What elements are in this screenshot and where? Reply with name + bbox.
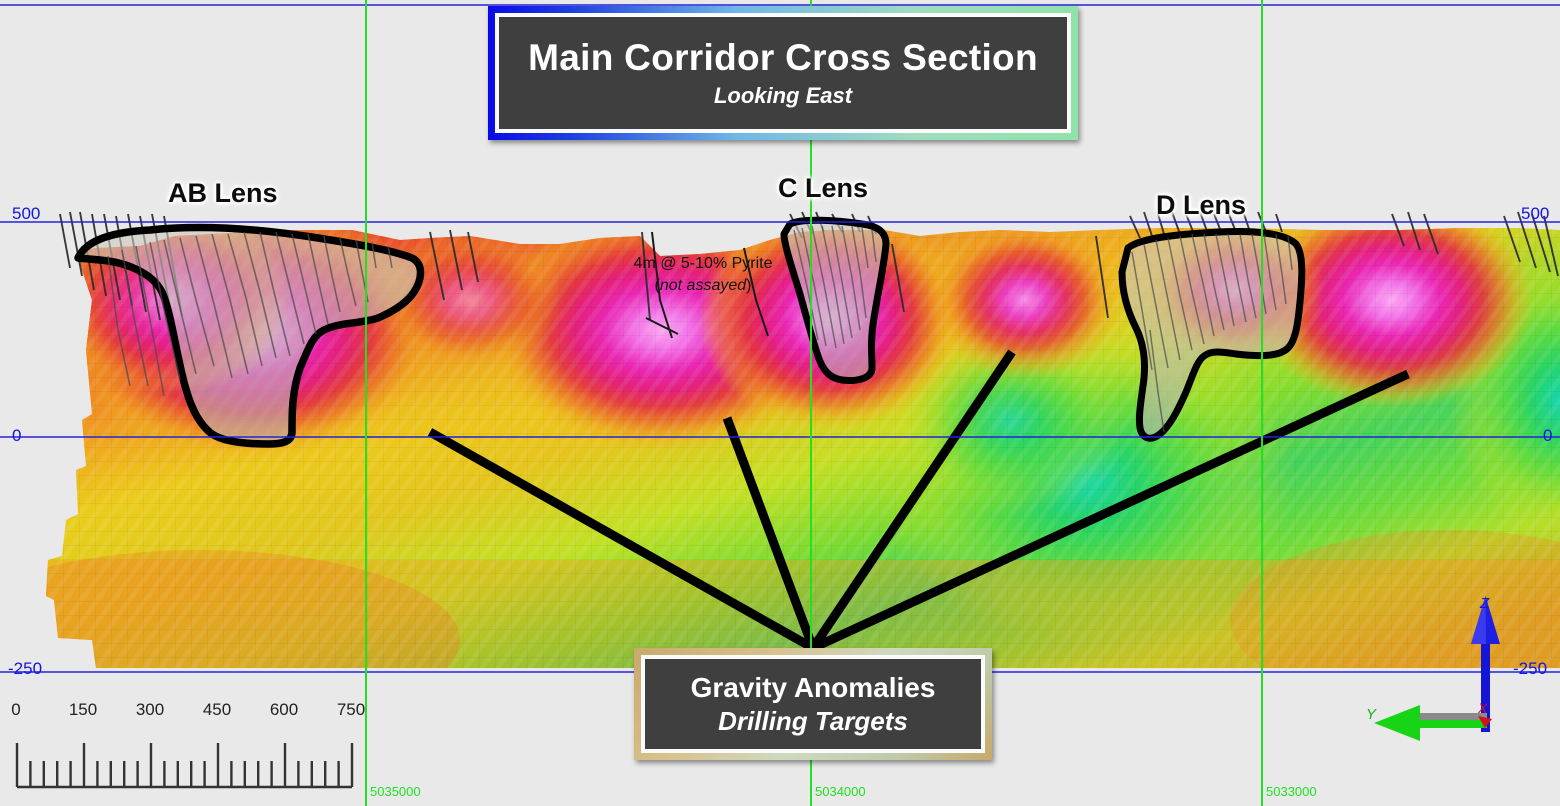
leader-line [809,349,1016,651]
lens-ab[interactable] [74,223,425,448]
gravity-anomalies-title: Gravity Anomalies [690,671,936,703]
scale-tick-label: 0 [11,700,21,719]
triad-z-axis [1471,596,1500,732]
gravity-anomalies-card-inner: Gravity Anomalies Drilling Targets [641,655,985,753]
lens-c[interactable] [780,216,890,384]
scale-tick-label: 450 [202,700,232,719]
pyrite-annotation-line1: 4m @ 5-10% Pyrite [633,255,773,272]
leader-line [427,428,816,652]
triad-label-z: Z [1480,595,1490,612]
elev-label-left-0: 0 [12,426,22,445]
lens-label-ab: AB Lens [168,178,278,208]
pyrite-annotation: 4m @ 5-10% Pyrite (not assayed) [608,253,798,296]
title-card-inner: Main Corridor Cross Section Looking East [495,13,1071,133]
triad-x-axis [1478,716,1492,728]
title-card[interactable]: Main Corridor Cross Section Looking East [488,6,1078,140]
lens-ab-polygon [74,223,425,448]
triad-y-axis [1374,705,1487,741]
northing-label-5035000: 5035000 [370,784,421,799]
annotation-leader-lines [645,231,769,339]
elev-label-right-0: 0 [1543,426,1553,445]
paren-open: ( [654,276,660,294]
page-subtitle: Looking East [713,83,853,108]
lens-d[interactable] [1118,228,1306,442]
scale-tick-label: 150 [68,700,98,719]
elev-label-right-500: 500 [1521,204,1550,223]
lens-d-polygon [1118,228,1306,442]
drilling-target-leaders [427,349,1410,653]
northing-label-5034000: 5034000 [815,784,866,799]
lens-label-c: C Lens [778,173,869,203]
pyrite-annotation-line2: (not assayed) [608,275,798,297]
gravity-anomalies-card[interactable]: Gravity Anomalies Drilling Targets [634,648,992,760]
scale-tick-label: 600 [269,700,299,719]
scale-bar-ticks [15,743,354,789]
paren-close: ) [746,276,752,294]
scale-tick-label: 750 [336,700,366,719]
elev-label-right-neg250: -250 [1513,659,1548,678]
leader-line [811,369,1410,653]
triad-label-x: X [1478,700,1488,716]
lens-label-d: D Lens [1156,190,1247,220]
scale-tick-label: 300 [135,700,165,719]
leader-line [722,416,818,650]
northing-label-5033000: 5033000 [1266,784,1317,799]
not-assayed-text: not assayed [659,276,747,294]
triad-label-y: Y [1366,706,1377,723]
elev-label-left-500: 500 [12,204,41,223]
page-title: Main Corridor Cross Section [528,37,1038,78]
drilling-targets-subtitle: Drilling Targets [718,705,908,736]
elev-label-left-neg250: -250 [8,659,43,678]
scale-bar: 0 150 300 450 600 750 [8,700,368,798]
axis-triad [1374,596,1500,741]
